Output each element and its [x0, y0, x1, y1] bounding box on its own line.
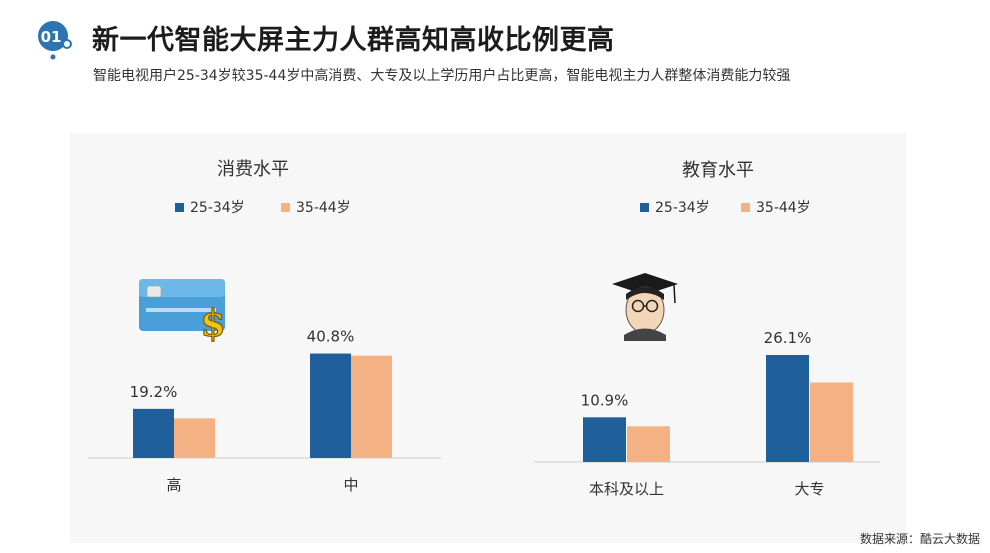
page-subtitle: 智能电视用户25-34岁较35-44岁中高消费、大专及以上学历用户占比更高，智能…	[93, 68, 791, 84]
data-label-1-0: 10.9%	[581, 391, 629, 409]
bar-0-0-0	[133, 408, 174, 458]
data-source: 数据来源：酷云大数据	[859, 532, 980, 546]
bar-0-1-1	[351, 355, 392, 458]
legend-label-0-1: 35-44岁	[296, 200, 351, 216]
chart-panel	[70, 133, 906, 543]
category-label-1-1: 大专	[794, 480, 824, 498]
bar-0-0-1	[174, 418, 215, 458]
legend-swatch-1-0	[640, 203, 649, 212]
credit-card-dollar-icon: $	[139, 279, 226, 346]
page-title: 新一代智能大屏主力人群高知高收比例更高	[92, 25, 615, 56]
data-label-1-1: 26.1%	[764, 329, 812, 347]
svg-text:$: $	[200, 303, 225, 345]
legend-swatch-0-1	[281, 203, 290, 212]
category-label-0-1: 中	[343, 476, 358, 494]
category-label-0-0: 高	[166, 476, 181, 494]
graduate-icon	[612, 273, 678, 341]
bar-1-1-1	[810, 382, 853, 462]
data-label-0-0: 19.2%	[130, 383, 178, 401]
chart-title-0: 消费水平	[217, 159, 289, 180]
chart-title-1: 教育水平	[682, 160, 754, 181]
data-label-0-1: 40.8%	[307, 328, 355, 346]
bar-1-0-0	[583, 417, 626, 462]
legend-label-1-0: 25-34岁	[655, 200, 710, 216]
bar-1-0-1	[627, 426, 670, 462]
legend-label-0-0: 25-34岁	[190, 200, 245, 216]
legend-swatch-1-1	[741, 203, 750, 212]
category-label-1-0: 本科及以上	[589, 480, 664, 498]
bar-0-1-0	[310, 353, 351, 458]
legend-swatch-0-0	[175, 203, 184, 212]
section-badge: 01	[38, 21, 72, 60]
legend-label-1-1: 35-44岁	[756, 200, 811, 216]
bar-1-1-0	[766, 354, 809, 462]
section-badge-number: 01	[41, 28, 62, 46]
